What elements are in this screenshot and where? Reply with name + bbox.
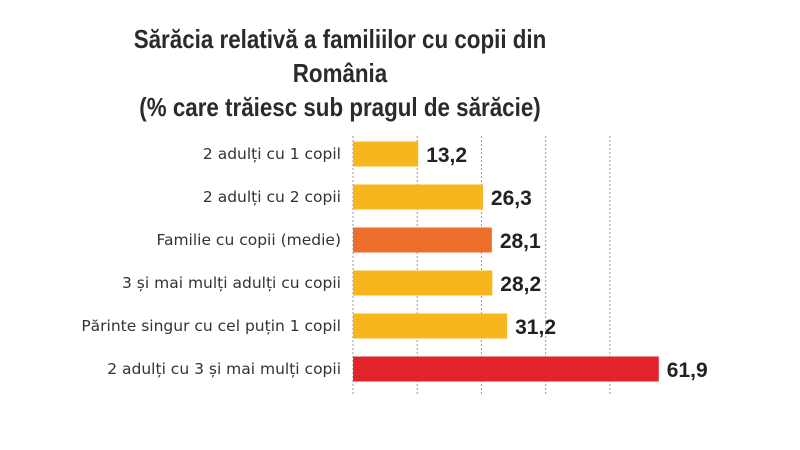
chart-subtitle-line: (% care trăiesc sub pragul de sărăcie) bbox=[139, 92, 541, 122]
category-label: Părinte singur cu cel puțin 1 copil bbox=[81, 317, 341, 335]
value-label: 13,2 bbox=[426, 144, 467, 167]
gridlines bbox=[352, 136, 611, 396]
bars bbox=[353, 141, 659, 382]
category-label: 2 adulți cu 3 și mai mulți copii bbox=[107, 360, 341, 378]
value-label: 61,9 bbox=[667, 359, 708, 382]
chart-title-line: Sărăcia relativă a familiilor cu copii d… bbox=[133, 24, 547, 88]
category-label: 3 și mai mulți adulți cu copii bbox=[122, 274, 341, 292]
bar bbox=[353, 141, 419, 167]
category-label: Familie cu copii (medie) bbox=[156, 231, 341, 249]
value-label: 26,3 bbox=[491, 187, 532, 210]
value-label: 31,2 bbox=[515, 316, 556, 339]
value-label: 28,1 bbox=[500, 230, 541, 253]
bar bbox=[353, 356, 659, 382]
bar bbox=[353, 184, 483, 210]
bar bbox=[353, 227, 492, 253]
value-label: 28,2 bbox=[500, 273, 541, 296]
labels: 2 adulți cu 1 copil 13,2 2 adulți cu 2 cop… bbox=[81, 144, 707, 382]
category-label: 2 adulți cu 2 copii bbox=[203, 188, 341, 206]
category-label: 2 adulți cu 1 copil bbox=[203, 145, 341, 163]
chart-title: Sărăcia relativă a familiilor cu copii d… bbox=[99, 22, 581, 124]
bar bbox=[353, 313, 508, 339]
bar bbox=[353, 270, 493, 296]
